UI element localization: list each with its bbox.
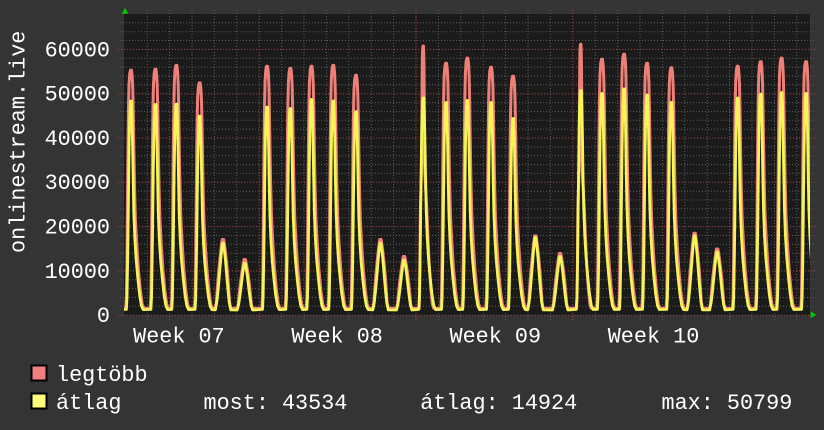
svg-text:Week 10: Week 10 <box>608 324 700 349</box>
svg-text:0: 0 <box>97 304 110 329</box>
svg-text:Week 08: Week 08 <box>291 324 383 349</box>
svg-text:átlag: 14924: átlag: 14924 <box>420 391 577 416</box>
svg-text:Week 07: Week 07 <box>133 324 225 349</box>
svg-text:max: 50799: max: 50799 <box>662 391 793 416</box>
svg-text:most: 43534: most: 43534 <box>204 391 348 416</box>
svg-text:40000: 40000 <box>45 127 110 152</box>
svg-text:20000: 20000 <box>45 216 110 241</box>
svg-text:60000: 60000 <box>45 38 110 63</box>
svg-text:10000: 10000 <box>45 260 110 285</box>
svg-text:Week 09: Week 09 <box>450 324 542 349</box>
svg-text:legtöbb: legtöbb <box>56 363 148 388</box>
svg-text:30000: 30000 <box>45 171 110 196</box>
svg-text:50000: 50000 <box>45 83 110 108</box>
svg-text:átlag: átlag <box>56 391 121 416</box>
svg-text:onlinestream.live: onlinestream.live <box>7 31 32 253</box>
